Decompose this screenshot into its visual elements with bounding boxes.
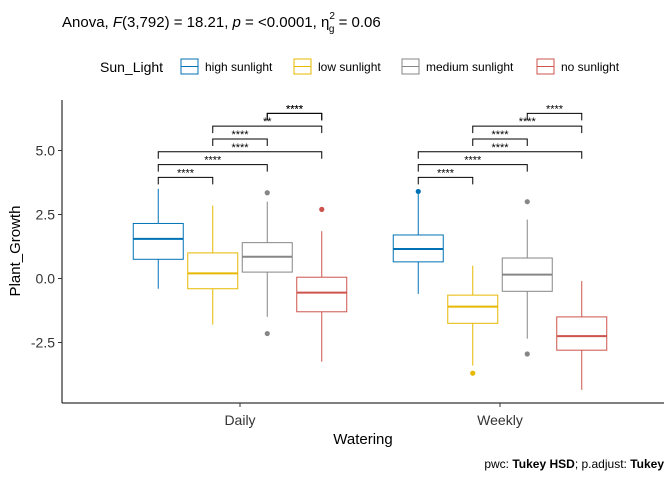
- bracket-line: [157, 176, 214, 185]
- significance-label: ****: [491, 129, 509, 141]
- box-body: [556, 316, 608, 351]
- legend-label-3: no sunlight: [561, 60, 620, 74]
- y-axis-ticks: -2.5 0.0 2.5 5.0: [31, 143, 62, 351]
- significance-label: ****: [231, 142, 249, 154]
- box-no-sunlight-daily: [296, 206, 348, 362]
- box-medium-sunlight-weekly: [501, 199, 553, 357]
- significance-label: ****: [519, 116, 537, 128]
- bracket-line: [417, 176, 474, 185]
- outlier-point: [264, 190, 270, 196]
- significance-label: ****: [204, 155, 222, 167]
- significance-bracket: ****: [526, 103, 583, 121]
- bracket-line: [472, 138, 528, 146]
- significance-bracket: ****: [157, 142, 323, 159]
- box-low-sunlight-daily: [187, 205, 239, 325]
- significance-bracket: ****: [266, 103, 323, 121]
- y-tick-label: 5.0: [36, 143, 56, 159]
- box-no-sunlight-weekly: [556, 281, 608, 390]
- bracket-line: [157, 151, 323, 159]
- bracket-line: [526, 112, 583, 121]
- legend-label-0: high sunlight: [205, 60, 273, 74]
- significance-label: ****: [177, 167, 195, 179]
- significance-bracket: ****: [417, 155, 528, 172]
- significance-bracket: **: [212, 116, 323, 134]
- box-body: [296, 276, 348, 313]
- significance-label: ****: [546, 103, 564, 115]
- outlier-point: [470, 370, 476, 376]
- y-tick-label: 0.0: [36, 271, 56, 287]
- significance-label: ****: [286, 103, 304, 115]
- significance-label: ****: [437, 167, 455, 179]
- bracket-line: [212, 138, 268, 146]
- outlier-point: [319, 206, 325, 212]
- legend: Sun_Light high sunlight low sunlight mediu…: [100, 58, 620, 75]
- x-axis-label: Watering: [333, 431, 392, 448]
- significance-bracket: ****: [212, 129, 268, 146]
- legend-label-1: low sunlight: [318, 60, 381, 74]
- box-high-sunlight-weekly: [392, 188, 444, 294]
- x-tick-label: Daily: [224, 412, 255, 428]
- significance-bracket: ****: [157, 167, 214, 185]
- x-tick-label: Weekly: [477, 412, 523, 428]
- significance-bracket: ****: [472, 129, 528, 146]
- outlier-point: [524, 351, 530, 357]
- y-axis-label: Plant_Growth: [7, 206, 24, 297]
- caption: pwc: Tukey HSD; p.adjust: Tukey: [484, 457, 664, 471]
- significance-label: ****: [231, 129, 249, 141]
- box-body: [187, 252, 239, 290]
- y-tick-label: 2.5: [36, 207, 56, 223]
- bracket-line: [472, 125, 583, 134]
- significance-bracket: ****: [417, 167, 474, 185]
- bracket-line: [266, 112, 323, 121]
- bracket-line: [212, 125, 323, 134]
- x-axis-ticks: Daily Weekly: [224, 403, 523, 428]
- significance-label: ****: [464, 155, 482, 167]
- bracket-line: [417, 151, 583, 159]
- plot-area: ****************************************…: [132, 103, 608, 390]
- y-tick-label: -2.5: [31, 335, 55, 351]
- box-low-sunlight-weekly: [447, 265, 499, 376]
- bracket-line: [417, 164, 528, 172]
- bracket-line: [157, 164, 268, 172]
- chart-title: Anova, F(3,792) = 18.21, p = <0.0001, η2…: [62, 11, 381, 35]
- outlier-point: [264, 330, 270, 337]
- box-high-sunlight-daily: [132, 188, 184, 289]
- legend-label-2: medium sunlight: [426, 60, 514, 74]
- significance-label: **: [263, 116, 272, 128]
- significance-bracket: ****: [157, 155, 268, 172]
- significance-bracket: ****: [472, 116, 583, 134]
- box-body: [132, 222, 184, 260]
- significance-label: ****: [491, 142, 509, 154]
- box-medium-sunlight-daily: [241, 190, 293, 337]
- outlier-point: [415, 188, 421, 195]
- outlier-point: [524, 199, 530, 205]
- significance-label: ****: [286, 103, 304, 115]
- legend-title: Sun_Light: [100, 59, 163, 75]
- box-body: [447, 294, 499, 324]
- significance-bracket: ****: [417, 142, 583, 159]
